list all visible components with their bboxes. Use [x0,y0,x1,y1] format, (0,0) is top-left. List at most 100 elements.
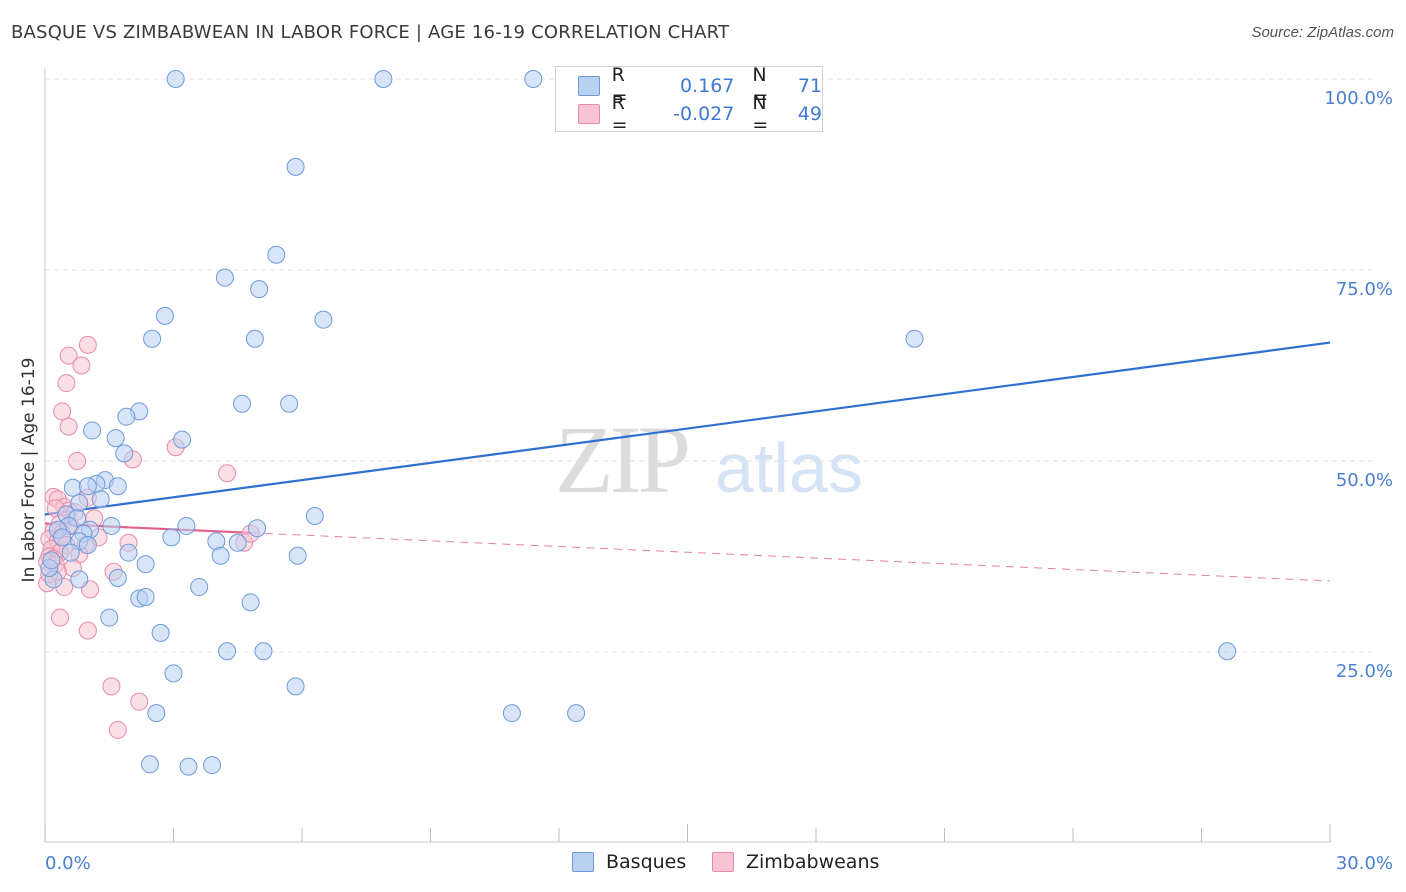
legend-r-label: R = [611,64,628,108]
zimbabweans-legend-swatch [712,852,734,872]
basques-point [233,394,252,413]
zimbabweans-point [59,417,78,436]
y-tick-label: 100.0% [1324,88,1393,109]
basques-point [166,70,185,88]
basques-point [102,516,121,535]
ticks: 25.0% 50.0% 75.0% 100.0% 0.0% 30.0% [44,88,1393,874]
y-tick-label: 25.0% [1336,661,1393,682]
axes [44,68,1330,843]
basques-point [215,268,234,287]
x-tick-label: 30.0% [1336,853,1393,874]
basques-point [241,593,260,612]
legend-row-zimbabweans: R = -0.027 N = 49 [556,92,822,136]
basques-point [248,519,267,538]
legend-label-basques: Basques [606,851,687,873]
basques-point [63,478,82,497]
basques-point [280,394,299,413]
basques-point [524,70,543,88]
zimbabweans-point [50,608,69,627]
basques-point [288,546,307,565]
basques-point [1218,642,1237,661]
legend-n-label: N = [752,92,769,136]
basques-point [177,516,196,535]
basques-point [70,570,89,589]
basques-point [143,329,162,348]
legend-row-basques: R = 0.167 N = 71 [556,64,822,108]
basques-point [115,444,134,463]
basques-point [78,477,97,496]
basques-point [305,507,324,526]
zimbabweans-point [108,720,127,739]
zimbabweans-point [72,356,91,375]
zimbabweans-point [59,346,78,365]
stats-legend: R = 0.167 N = 71 R = -0.027 N = 49 [555,64,823,136]
legend-label-zimbabweans: Zimbabweans [746,851,880,873]
basques-point [179,757,198,776]
zimbabweans-point [102,677,121,696]
basques-point [147,704,166,723]
zimbabweans-trend-extension [250,532,1331,582]
zimbabweans-r-value: -0.027 [673,103,735,125]
zimbabweans-n-value: 49 [797,103,822,125]
legend-n-label: N = [752,64,769,108]
zimbabweans-point [53,402,72,421]
basques-point [567,704,586,723]
basques-point [140,755,159,774]
basques-point [218,642,237,661]
basques-point [162,528,181,547]
legend-item-basques: Basques [572,851,686,873]
basques-point [190,578,209,597]
basques-point [211,546,230,565]
basques-r-value: 0.167 [679,75,735,97]
watermark-atlas: atlas [715,429,863,507]
basques-swatch [578,76,600,96]
legend-r-label: R = [611,92,628,136]
zimbabweans-point [218,464,237,483]
basques-point [250,280,269,299]
basques-point [151,623,170,642]
basques-point [173,430,192,449]
grid-lines [45,78,1372,653]
series-legend: Basques Zimbabweans [0,851,1406,877]
basques-n-value: 71 [797,75,822,97]
basques-point [136,587,155,606]
basques-points [40,70,1237,776]
zimbabweans-point [57,374,76,393]
basques-legend-swatch [572,852,594,872]
basques-point [502,704,521,723]
zimbabweans-point [130,692,149,711]
basques-point [78,536,97,555]
watermark: ZIP atlas [555,406,863,513]
chart-title: BASQUE VS ZIMBABWEAN IN LABOR FORCE | AG… [11,22,730,43]
chart-source: Source: ZipAtlas.com [1251,24,1394,41]
y-axis-label: In Labor Force | Age 16-19 [19,358,39,583]
basques-point [267,245,286,264]
basques-point [119,543,138,562]
y-tick-label: 50.0% [1336,470,1393,491]
basques-point [314,310,333,329]
basques-point [106,429,125,448]
basques-point [117,407,136,426]
basques-point [108,477,127,496]
basques-point [100,608,119,627]
basques-point [53,528,72,547]
basques-trend-line [44,341,1331,516]
y-tick-label: 75.0% [1336,279,1393,300]
watermark-zip: ZIP [555,406,688,513]
basques-point [228,533,247,552]
basques-point [61,543,80,562]
zimbabweans-swatch [578,104,600,124]
basques-point [254,642,273,661]
basques-point [136,555,155,574]
zimbabweans-point [78,335,97,354]
basques-point [155,306,174,325]
basques-point [91,490,110,509]
zimbabweans-point [68,452,87,470]
basques-point [83,421,102,440]
basques-point [286,677,305,696]
x-tick-label: 0.0% [45,853,91,874]
legend-item-zimbabweans: Zimbabweans [712,851,879,873]
basques-point [203,756,222,775]
basques-point [245,329,264,348]
